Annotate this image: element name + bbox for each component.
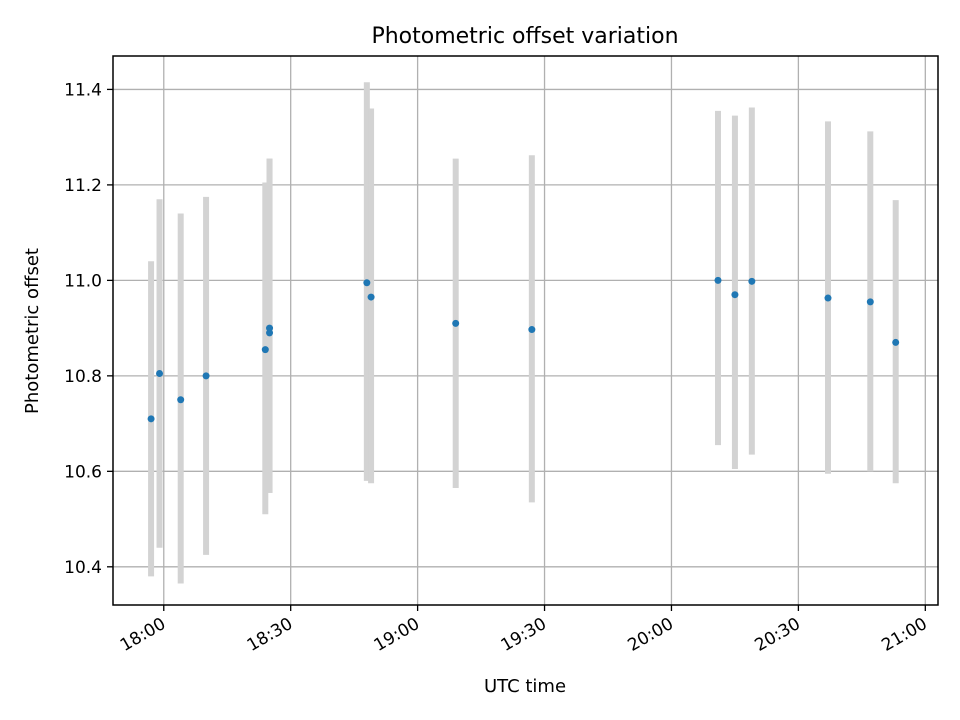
data-point bbox=[528, 326, 536, 334]
data-point bbox=[261, 346, 269, 354]
y-axis-label: Photometric offset bbox=[22, 248, 43, 414]
data-point bbox=[731, 291, 739, 299]
data-point bbox=[367, 293, 375, 301]
data-point bbox=[156, 369, 164, 377]
data-point bbox=[202, 372, 210, 380]
data-point bbox=[177, 396, 185, 404]
y-tick-label: 10.6 bbox=[64, 462, 102, 482]
data-point bbox=[748, 277, 756, 285]
y-tick-label: 11.0 bbox=[64, 271, 102, 291]
axes-frame bbox=[112, 55, 939, 606]
data-point bbox=[266, 324, 274, 332]
data-point bbox=[866, 298, 874, 306]
y-tick-label: 10.4 bbox=[64, 558, 102, 578]
data-point bbox=[363, 279, 371, 287]
data-point bbox=[892, 338, 900, 346]
chart-title: Photometric offset variation bbox=[371, 24, 678, 49]
data-point bbox=[452, 319, 460, 327]
y-tick-label: 11.2 bbox=[64, 176, 102, 196]
data-point bbox=[147, 415, 155, 423]
data-point bbox=[824, 294, 832, 302]
y-tick-label: 11.4 bbox=[64, 80, 102, 100]
data-point bbox=[714, 276, 722, 284]
x-axis-label: UTC time bbox=[484, 676, 566, 697]
y-tick-label: 10.8 bbox=[64, 367, 102, 387]
